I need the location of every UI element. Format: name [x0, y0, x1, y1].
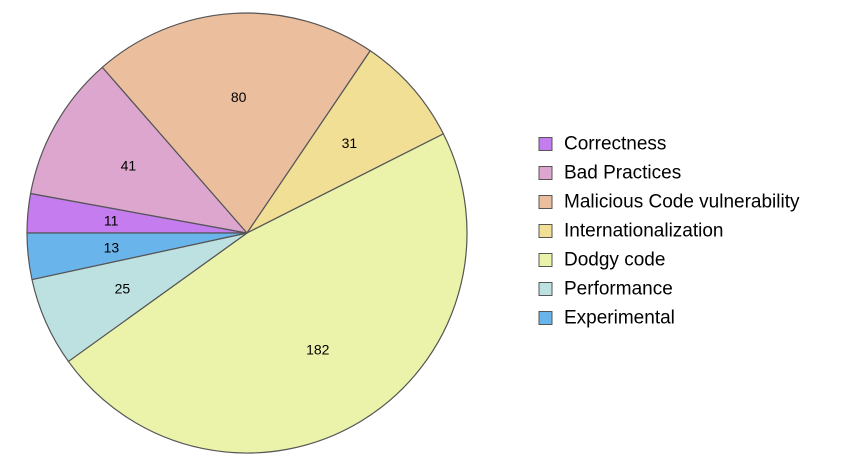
legend-label-dodgy-code: Dodgy code [564, 250, 665, 271]
legend-label-malicious-code-vulnerability: Malicious Code vulnerability [564, 192, 800, 213]
pie-slice-dodgy-code [67, 133, 468, 454]
slice-value-label-correctness: 11 [104, 213, 119, 229]
legend-item-performance: Performance [538, 279, 673, 300]
slice-value-label-bad-practices: 41 [121, 158, 137, 174]
legend-label-correctness: Correctness [564, 134, 666, 155]
slice-value-label-dodgy-code: 182 [306, 342, 330, 358]
legend-swatch-bad-practices [538, 166, 553, 180]
slice-value-label-experimental: 13 [104, 240, 120, 256]
legend-label-internationalization: Internationalization [564, 221, 724, 242]
legend-item-internationalization: Internationalization [538, 221, 724, 242]
legend-item-malicious-code-vulnerability: Malicious Code vulnerability [538, 192, 800, 213]
legend-label-bad-practices: Bad Practices [564, 163, 681, 184]
legend-item-experimental: Experimental [538, 308, 675, 329]
legend-item-dodgy-code: Dodgy code [538, 250, 665, 271]
pie-slice-labels: 11 41 80 31 182 25 13 [104, 89, 358, 358]
slice-value-label-performance: 25 [115, 280, 131, 296]
legend-swatch-correctness [538, 137, 553, 151]
slice-value-label-internationalization: 31 [342, 135, 358, 151]
legend-swatch-malicious-code-vulnerability [538, 195, 553, 209]
legend-label-experimental: Experimental [564, 308, 675, 329]
pie-slice-bad-practices [29, 66, 248, 234]
legend-item-bad-practices: Bad Practices [538, 163, 681, 184]
pie-slice-malicious-code-vulnerability [101, 12, 371, 234]
legend-swatch-experimental [538, 311, 553, 325]
pie-slice-internationalization [246, 50, 444, 234]
legend-label-performance: Performance [564, 279, 673, 300]
slice-value-label-malicious-code-vulnerability: 80 [231, 89, 247, 105]
legend: Correctness Bad Practices Malicious Code v… [538, 134, 800, 329]
legend-swatch-performance [538, 282, 553, 296]
pie-slice-experimental [26, 232, 248, 281]
legend-item-correctness: Correctness [538, 134, 666, 155]
legend-swatch-internationalization [538, 224, 553, 238]
pie-slices [26, 12, 468, 454]
legend-swatch-dodgy-code [538, 253, 553, 267]
